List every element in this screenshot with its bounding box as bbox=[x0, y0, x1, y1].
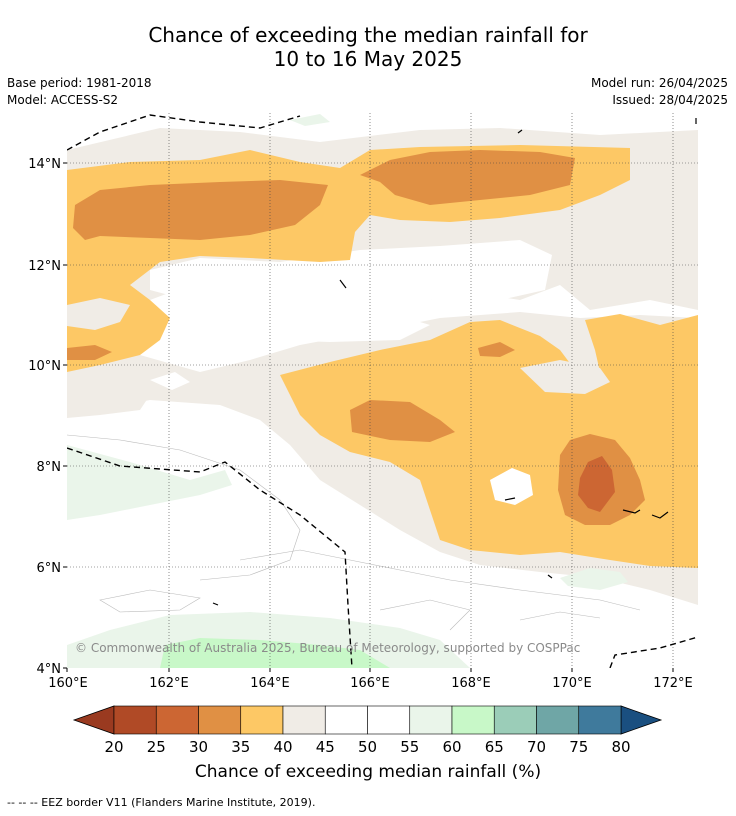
region-40-45-west bbox=[67, 385, 150, 418]
axis-ticks bbox=[63, 162, 674, 672]
colorbar-cell bbox=[240, 705, 284, 735]
colorbar-tick-label: 65 bbox=[485, 738, 504, 756]
issued-date: Issued: 28/04/2025 bbox=[612, 93, 728, 107]
region-white-small bbox=[150, 372, 190, 390]
colorbar-tick-label: 70 bbox=[527, 738, 546, 756]
lat-label: 6°N bbox=[37, 561, 62, 576]
colorbar-cell bbox=[282, 705, 326, 735]
region-white-mid bbox=[225, 305, 430, 342]
colorbar-high-arrow bbox=[620, 705, 663, 735]
colorbar-tick-label: 80 bbox=[611, 738, 630, 756]
colorbar-tick-label: 20 bbox=[104, 738, 123, 756]
model-name: Model: ACCESS-S2 bbox=[7, 93, 119, 107]
eez-border bbox=[67, 114, 698, 668]
map-title-line1: Chance of exceeding the median rainfall … bbox=[148, 23, 588, 47]
lon-labels: 160°E 162°E 164°E 166°E 168°E 170°E 172°… bbox=[48, 676, 693, 691]
lat-label: 4°N bbox=[37, 662, 62, 677]
region-25-30-east bbox=[578, 456, 615, 512]
islands bbox=[212, 118, 697, 606]
lon-label: 168°E bbox=[451, 676, 491, 691]
region-30-35-north-west bbox=[73, 180, 328, 240]
colorbar-tick-label: 60 bbox=[442, 738, 461, 756]
copyright-notice: © Commonwealth of Australia 2025, Bureau… bbox=[75, 641, 581, 655]
colorbar: 20 25 30 35 40 45 50 55 60 65 70 75 80 bbox=[72, 705, 663, 756]
colorbar-cell bbox=[409, 705, 453, 735]
colorbar-tick-label: 75 bbox=[569, 738, 588, 756]
region-inner-white-2 bbox=[490, 468, 533, 505]
base-period: Base period: 1981-2018 bbox=[7, 76, 152, 90]
graticule bbox=[67, 113, 698, 668]
lon-label: 172°E bbox=[653, 676, 693, 691]
colorbar-cell bbox=[493, 705, 537, 735]
colorbar-cell bbox=[536, 705, 580, 735]
lon-label: 160°E bbox=[48, 676, 88, 691]
lon-label: 164°E bbox=[250, 676, 290, 691]
model-run: Model run: 26/04/2025 bbox=[590, 76, 728, 90]
colorbar-tick-label: 35 bbox=[231, 738, 250, 756]
region-inner-grey-1 bbox=[520, 360, 610, 394]
colorbar-cell bbox=[198, 705, 242, 735]
region-55-60-west bbox=[67, 445, 232, 520]
region-35-40-inner-white bbox=[67, 298, 130, 330]
map-area bbox=[67, 113, 698, 668]
colorbar-tick-label: 55 bbox=[400, 738, 419, 756]
colorbar-cell bbox=[367, 705, 411, 735]
lat-label: 8°N bbox=[37, 460, 62, 475]
map-title-line2: 10 to 16 May 2025 bbox=[273, 47, 463, 71]
colorbar-cell bbox=[113, 705, 157, 735]
region-30-35-small bbox=[478, 342, 515, 357]
colorbar-tick-label: 50 bbox=[358, 738, 377, 756]
colorbar-tick-label: 25 bbox=[147, 738, 166, 756]
lat-labels: 14°N 12°N 10°N 8°N 6°N 4°N bbox=[28, 157, 61, 677]
lon-label: 170°E bbox=[552, 676, 592, 691]
region-30-35-central bbox=[350, 400, 455, 442]
contour-lines bbox=[67, 434, 641, 631]
colorbar-cell bbox=[324, 705, 368, 735]
region-30-35-west-small bbox=[67, 345, 112, 360]
lon-label: 162°E bbox=[149, 676, 189, 691]
region-30-35-north-east bbox=[360, 150, 575, 205]
region-55-60-top bbox=[290, 114, 330, 126]
eez-footnote: -- -- -- EEZ border V11 (Flanders Marine… bbox=[7, 796, 316, 809]
colorbar-label: Chance of exceeding median rainfall (%) bbox=[194, 762, 542, 782]
lat-label: 12°N bbox=[28, 259, 61, 274]
colorbar-cell bbox=[578, 705, 622, 735]
colorbar-cell bbox=[451, 705, 495, 735]
region-white-north bbox=[150, 240, 552, 305]
colorbar-tick-label: 40 bbox=[273, 738, 292, 756]
colorbar-low-arrow bbox=[72, 705, 115, 735]
region-55-60-east bbox=[560, 568, 628, 590]
region-60-65-south bbox=[160, 638, 390, 668]
lat-label: 10°N bbox=[28, 359, 61, 374]
lat-label: 14°N bbox=[28, 157, 61, 172]
colorbar-tick-label: 30 bbox=[189, 738, 208, 756]
colorbar-cell bbox=[155, 705, 199, 735]
lon-label: 166°E bbox=[350, 676, 390, 691]
colorbar-tick-label: 45 bbox=[316, 738, 335, 756]
